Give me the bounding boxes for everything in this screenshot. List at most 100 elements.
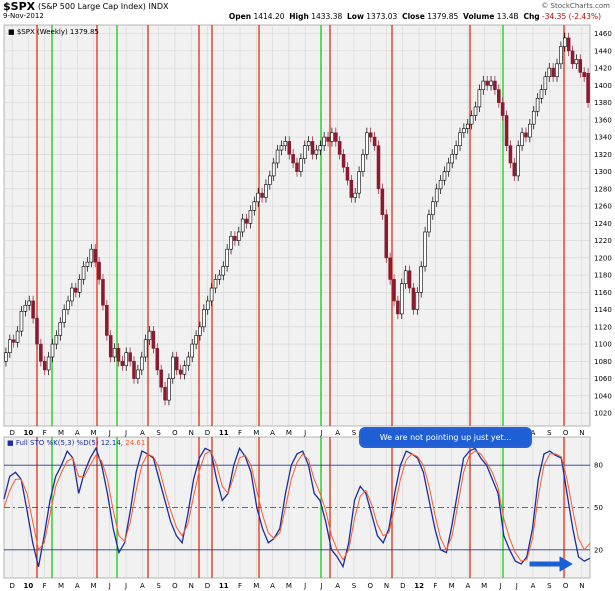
stoch-x-tick-label: O — [172, 582, 178, 590]
stoch-x-tick-label: O — [367, 582, 373, 590]
candle-body — [314, 149, 319, 155]
candle-body — [539, 89, 544, 99]
candle-body — [504, 115, 509, 147]
stoch-x-tick-label: M — [91, 582, 97, 590]
candle-body — [42, 361, 47, 371]
price-x-tick-label: S — [352, 429, 357, 437]
stoch-x-tick-label: N — [579, 582, 584, 590]
stoch-d-line — [3, 450, 591, 562]
candle-body — [531, 110, 536, 125]
candle-body — [299, 158, 303, 172]
candle-body — [221, 266, 226, 276]
candle-body — [178, 369, 183, 375]
price-x-tick-label: A — [335, 429, 340, 437]
candle-body — [551, 67, 555, 78]
candle-body — [361, 154, 365, 172]
candle-body — [268, 175, 272, 185]
candle-body — [528, 123, 532, 138]
candle-body — [182, 365, 187, 375]
price-legend: ■ $SPX (Weekly) 1379.85 — [8, 28, 99, 36]
candle-body — [147, 330, 152, 341]
candle-body — [93, 248, 97, 263]
candle-body — [89, 248, 94, 263]
stoch-x-tick-label: J — [124, 582, 127, 590]
candle-body — [120, 361, 125, 366]
candle-body — [217, 274, 222, 280]
price-x-tick-label: F — [238, 429, 242, 437]
candle-body — [396, 300, 400, 315]
price-tick-label: 1120 — [594, 323, 612, 331]
candle-body — [442, 171, 447, 181]
stoch-x-tick-label: F — [43, 582, 47, 590]
stoch-x-tick-label: 10 — [24, 582, 34, 590]
candle-body — [66, 300, 70, 310]
candle-body — [524, 132, 528, 138]
price-tick-label: 1240 — [594, 220, 612, 228]
candle-body — [497, 89, 501, 103]
price-tick-label: 1040 — [594, 392, 612, 400]
candle-body — [337, 141, 342, 155]
candle-body — [198, 326, 202, 336]
candle-body — [446, 162, 451, 172]
candle-body — [237, 231, 241, 241]
arrow-icon — [529, 556, 573, 572]
candle-body — [310, 141, 315, 155]
candle-body — [326, 136, 330, 142]
candle-body — [454, 145, 458, 155]
stoch-x-tick-label: 12 — [414, 582, 424, 590]
candle-body — [39, 343, 43, 362]
candle-body — [570, 50, 575, 65]
price-tick-label: 1340 — [594, 134, 612, 142]
candle-body — [450, 154, 455, 164]
candle-body — [493, 80, 497, 90]
price-tick-label: 1440 — [594, 47, 612, 55]
price-x-tick-label: A — [270, 429, 275, 437]
stoch-tick-label: 50 — [594, 504, 603, 512]
stoch-x-tick-label: D — [205, 582, 210, 590]
stoch-tick-label: 20 — [594, 546, 603, 554]
stoch-x-tick-label: M — [253, 582, 259, 590]
candle-body — [46, 356, 51, 371]
price-tick-label: 1300 — [594, 168, 612, 176]
candle-body — [136, 369, 140, 379]
candle-body — [108, 335, 113, 358]
candle-body — [155, 348, 160, 371]
price-x-tick-label: J — [319, 429, 322, 437]
price-x-tick-label: J — [124, 429, 127, 437]
candle-body — [132, 361, 136, 379]
candle-body — [563, 37, 567, 47]
candle-body — [582, 72, 586, 78]
candle-body — [124, 352, 129, 366]
candle-body — [330, 132, 334, 142]
price-x-tick-label: 10 — [24, 429, 34, 437]
candle-body — [233, 235, 237, 241]
candle-body — [372, 136, 377, 147]
index-name: (S&P 500 Large Cap Index) INDX — [38, 2, 169, 11]
price-tick-label: 1080 — [594, 358, 612, 366]
candle-body — [213, 279, 218, 289]
stoch-x-tick-label: J — [515, 582, 518, 590]
price-x-tick-label: S — [547, 429, 552, 437]
candle-body — [15, 330, 20, 343]
candle-body — [520, 132, 524, 147]
candle-body — [512, 162, 517, 177]
price-tick-label: 1100 — [594, 341, 612, 349]
annotation-bubble: We are not pointing up just yet... — [359, 427, 532, 448]
candle-body — [62, 309, 66, 323]
stoch-k-line — [3, 446, 591, 569]
candle-body — [291, 154, 295, 164]
symbol-label: $SPX — [3, 0, 36, 13]
candle-body — [345, 166, 350, 181]
candle-body — [349, 179, 354, 198]
stoch-x-tick-label: S — [547, 582, 552, 590]
price-x-tick-label: J — [108, 429, 111, 437]
candle-body — [271, 162, 276, 177]
price-tick-label: 1020 — [594, 410, 612, 418]
candle-body — [275, 149, 280, 164]
candle-body — [252, 201, 257, 211]
candle-body — [248, 210, 253, 224]
stoch-x-tick-label: O — [563, 582, 569, 590]
price-x-tick-label: A — [531, 429, 536, 437]
price-x-tick-label: A — [75, 429, 80, 437]
candle-body — [458, 132, 462, 147]
